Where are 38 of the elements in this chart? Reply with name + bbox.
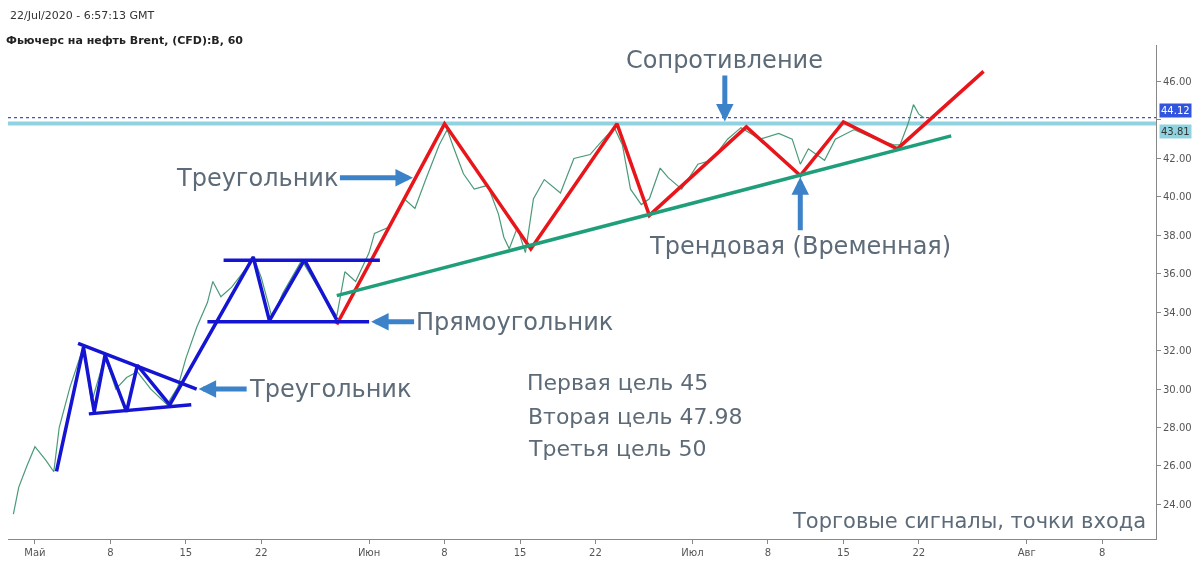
x-tick-label: 8 [441, 547, 448, 558]
y-tick-label: 46.00 [1163, 76, 1192, 88]
x-tick-label: 22 [589, 547, 602, 558]
y-tick-label: 26.00 [1163, 460, 1192, 472]
annotation: Прямоугольник [416, 308, 614, 336]
y-tick-label: 24.00 [1163, 498, 1192, 510]
y-tick-label: 42.00 [1163, 152, 1192, 164]
annotation: Треугольник [249, 375, 412, 403]
x-tick-label: Июл [681, 547, 704, 558]
chart-title: Фьючерс на нефть Brent, (CFD):B, 60 [6, 34, 244, 48]
y-tick-label: 34.00 [1163, 306, 1192, 318]
x-tick-label: Май [24, 547, 46, 558]
y-tick-label: 32.00 [1163, 345, 1192, 357]
y-tick-label: 28.00 [1163, 422, 1192, 434]
y-tick-label: 30.00 [1163, 383, 1192, 395]
x-tick-label: 8 [1098, 547, 1106, 558]
y-tick-label: 40.00 [1163, 191, 1192, 203]
x-tick-label: Авг [1017, 547, 1036, 558]
text: 22/Jul/2020 - 6:57:13 GMT [10, 9, 155, 22]
x-tick-label: 15 [513, 547, 527, 558]
ref-line-label: 44.12 [1161, 105, 1190, 116]
x-tick-label: 15 [837, 547, 850, 558]
x-tick-label: 15 [179, 547, 193, 558]
x-tick-label: 8 [107, 547, 114, 558]
y-tick-label: 38.00 [1163, 229, 1192, 241]
annotation: Трендовая (Временная) [649, 232, 952, 260]
annotation: Треугольник [176, 164, 339, 192]
x-tick-label: 22 [254, 547, 268, 558]
x-tick-label: 8 [764, 547, 772, 558]
ref-line-label: 43.81 [1161, 126, 1190, 137]
annotation: Первая цель 45 [527, 370, 709, 395]
y-tick-label: 36.00 [1163, 268, 1192, 280]
annotation: Вторая цель 47.98 [528, 404, 743, 429]
annotation: Третья цель 50 [528, 436, 707, 461]
x-tick-label: Июн [357, 547, 381, 558]
annotation: Торговые сигналы, точки входа [792, 509, 1147, 533]
x-tick-label: 22 [912, 547, 926, 558]
annotation: Сопротивление [626, 46, 823, 74]
